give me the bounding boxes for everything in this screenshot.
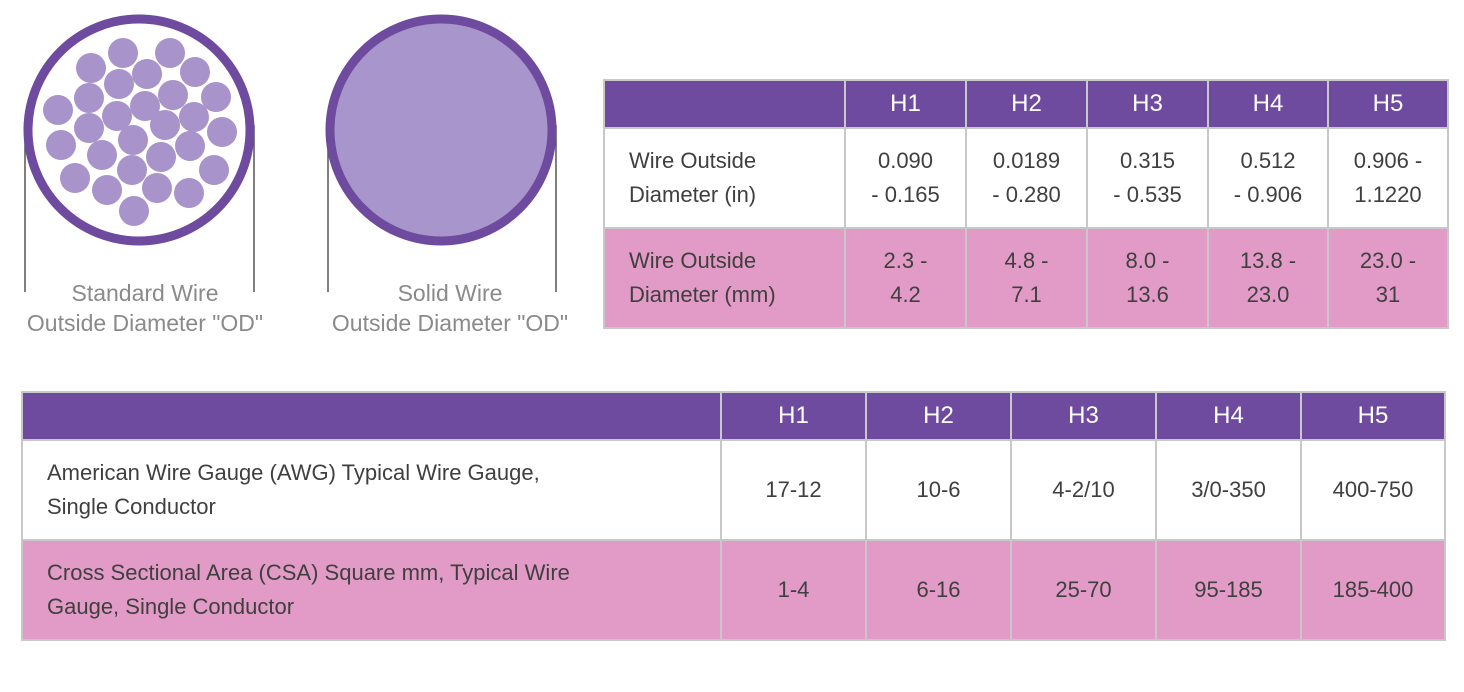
solid-wire-caption: Solid Wire Outside Diameter "OD": [300, 278, 600, 338]
row-label: Cross Sectional Area (CSA) Square mm, Ty…: [21, 539, 722, 641]
table-cell: 13.8 -23.0: [1207, 227, 1329, 329]
header-cell: H3: [1010, 391, 1157, 441]
header-cell: H4: [1207, 79, 1329, 129]
table-row: Wire Outside Diameter (in) 0.090- 0.165 …: [603, 127, 1449, 229]
label-line: Diameter (mm): [629, 282, 776, 307]
solid-wire-illustration: [325, 14, 557, 292]
wire-diameter-table: H1 H2 H3 H4 H5 Wire Outside Diameter (in…: [603, 79, 1449, 329]
table-cell: 23.0 -31: [1327, 227, 1449, 329]
header-cell: H4: [1155, 391, 1302, 441]
table-cell: 0.315- 0.535: [1086, 127, 1209, 229]
label-line: Diameter (in): [629, 182, 757, 207]
caption-line: Outside Diameter "OD": [331, 310, 569, 336]
caption-line: Standard Wire: [71, 280, 219, 306]
label-line: American Wire Gauge (AWG) Typical Wire G…: [47, 460, 540, 485]
standard-wire-diagram: Standard Wire Outside Diameter "OD": [0, 0, 290, 340]
caption-line: Solid Wire: [397, 280, 503, 306]
header-cell: H1: [844, 79, 967, 129]
table-cell: 4.8 -7.1: [965, 227, 1088, 329]
stranded-wire-illustration: [23, 14, 255, 292]
header-cell: H3: [1086, 79, 1209, 129]
header-cell: H5: [1327, 79, 1449, 129]
label-line: Cross Sectional Area (CSA) Square mm, Ty…: [47, 560, 570, 585]
table-row: Cross Sectional Area (CSA) Square mm, Ty…: [21, 539, 1446, 641]
table-cell: 185-400: [1300, 539, 1446, 641]
header-cell: [21, 391, 722, 441]
table-row: Wire Outside Diameter (mm) 2.3 -4.2 4.8 …: [603, 227, 1449, 329]
row-label: American Wire Gauge (AWG) Typical Wire G…: [21, 439, 722, 541]
label-line: Wire Outside: [629, 248, 757, 273]
table-cell: 4-2/10: [1010, 439, 1157, 541]
label-line: Wire Outside: [629, 148, 757, 173]
table-cell: 0.0189- 0.280: [965, 127, 1088, 229]
table-cell: 3/0-350: [1155, 439, 1302, 541]
table-cell: 6-16: [865, 539, 1012, 641]
header-cell: [603, 79, 846, 129]
table-cell: 0.090- 0.165: [844, 127, 967, 229]
table-cell: 0.906 -1.1220: [1327, 127, 1449, 229]
header-cell: H1: [720, 391, 867, 441]
table-cell: 400-750: [1300, 439, 1446, 541]
header-cell: H5: [1300, 391, 1446, 441]
label-line: Gauge, Single Conductor: [47, 594, 295, 619]
header-row: H1 H2 H3 H4 H5: [21, 391, 1446, 441]
header-row: H1 H2 H3 H4 H5: [603, 79, 1449, 129]
table-cell: 1-4: [720, 539, 867, 641]
table-cell: 8.0 -13.6: [1086, 227, 1209, 329]
header-cell: H2: [865, 391, 1012, 441]
solid-wire-diagram: Solid Wire Outside Diameter "OD": [300, 0, 600, 340]
wire-gauge-table: H1 H2 H3 H4 H5 American Wire Gauge (AWG)…: [21, 391, 1446, 641]
table-cell: 2.3 -4.2: [844, 227, 967, 329]
table-row: American Wire Gauge (AWG) Typical Wire G…: [21, 439, 1446, 541]
table-cell: 25-70: [1010, 539, 1157, 641]
label-line: Single Conductor: [47, 494, 216, 519]
caption-line: Outside Diameter "OD": [26, 310, 264, 336]
table-cell: 0.512- 0.906: [1207, 127, 1329, 229]
header-cell: H2: [965, 79, 1088, 129]
table-cell: 17-12: [720, 439, 867, 541]
row-label: Wire Outside Diameter (in): [603, 127, 846, 229]
table-cell: 10-6: [865, 439, 1012, 541]
table-cell: 95-185: [1155, 539, 1302, 641]
standard-wire-caption: Standard Wire Outside Diameter "OD": [0, 278, 290, 338]
row-label: Wire Outside Diameter (mm): [603, 227, 846, 329]
